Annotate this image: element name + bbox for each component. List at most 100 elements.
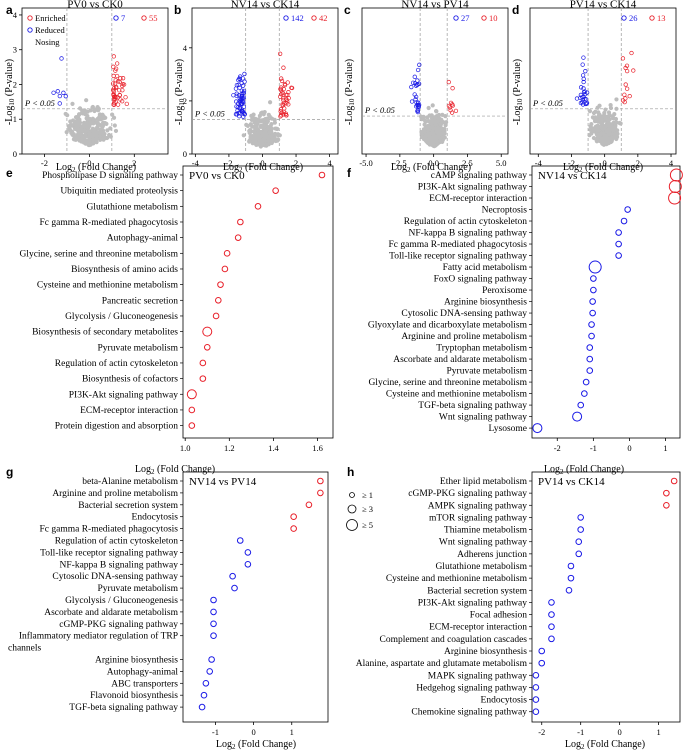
pathway-label: FoxO signaling pathway xyxy=(434,275,528,285)
size-legend-marker-3 xyxy=(347,504,357,514)
pathway-point xyxy=(202,680,210,687)
up-count-marker xyxy=(311,15,317,21)
pathway-label: ABC transporters xyxy=(111,679,178,689)
ns-points xyxy=(63,98,119,148)
pathway-point xyxy=(582,378,590,386)
pathway-point xyxy=(586,367,594,374)
ns-point xyxy=(98,127,103,132)
pathway-label: Hedgehog signaling pathway xyxy=(416,683,527,693)
enriched-point xyxy=(111,54,116,59)
enriched-point xyxy=(624,86,630,91)
pathway-point xyxy=(624,206,631,213)
ns-point xyxy=(434,138,440,143)
ns-point xyxy=(67,127,72,132)
ns-point xyxy=(593,115,598,120)
down-count: 26 xyxy=(629,13,638,23)
ns-point xyxy=(429,113,434,118)
reduced-point xyxy=(412,92,417,97)
x-tick-label: 0.0 xyxy=(428,158,439,168)
y-tick-label: 4 xyxy=(183,43,188,53)
ns-point xyxy=(597,112,602,117)
ns-point xyxy=(77,106,83,111)
pathway-point xyxy=(577,514,584,521)
size-legend-label-1: ≥ 1 xyxy=(362,490,373,500)
pathway-label: Autophagy-animal xyxy=(107,234,179,244)
pathway-point xyxy=(199,375,207,382)
ns-point xyxy=(588,124,593,129)
pathway-point xyxy=(202,326,213,337)
pathway-point xyxy=(663,489,670,497)
reduced-point xyxy=(236,82,241,87)
x-tick-label: -4 xyxy=(192,158,200,168)
reduced-point xyxy=(413,83,419,88)
pathway-label: Focal adhesion xyxy=(470,611,528,621)
enriched-point xyxy=(110,81,116,86)
pathway-label: Arginine biosynthesis xyxy=(95,656,178,666)
down-count-marker xyxy=(621,15,627,21)
ns-point xyxy=(614,136,619,142)
p-threshold-label: P < 0.05 xyxy=(194,108,225,118)
enriched-point xyxy=(453,108,459,114)
pathway-label: Inflammatory mediator regulation of TRP xyxy=(19,631,178,642)
ns-point xyxy=(251,129,256,134)
pathway-point xyxy=(188,422,196,429)
enriched-point xyxy=(120,88,125,93)
reduced-point xyxy=(578,100,584,106)
pathway-label: Cysteine and methionine metabolism xyxy=(386,390,528,400)
up-count: 13 xyxy=(657,13,666,23)
enriched-point xyxy=(120,81,125,87)
enriched-point xyxy=(123,95,128,100)
pathway-label: Thiamine metabolism xyxy=(444,526,528,536)
ns-point xyxy=(251,112,256,117)
pathway-label: Tryptophan metabolism xyxy=(436,344,527,354)
ns-point xyxy=(587,109,593,114)
ns-point xyxy=(432,126,438,131)
enriched-point xyxy=(115,102,121,107)
reduced-point xyxy=(578,85,584,90)
pathway-label: Arginine biosynthesis xyxy=(444,647,527,657)
volcano-x-label-b: Log2 (Fold Change) xyxy=(223,162,303,174)
pathway-point xyxy=(538,647,546,655)
volcano-legend: Enriched Reduced Nosing xyxy=(27,13,66,47)
ns-point xyxy=(608,103,613,108)
reduced-point xyxy=(580,102,586,107)
reduced-point xyxy=(582,96,587,102)
reduced-point xyxy=(581,76,586,82)
pathway-label: Necroptosis xyxy=(482,206,528,216)
ns-point xyxy=(105,128,110,133)
ns-point xyxy=(443,114,448,119)
y-tick-label: 1 xyxy=(13,114,17,124)
ns-point xyxy=(96,121,101,127)
enriched-point xyxy=(446,103,452,109)
ns-point xyxy=(596,118,601,123)
x-tick-label: -1 xyxy=(577,727,584,737)
ns-point xyxy=(594,139,600,144)
volcano-plot-c: -5.0 -2.5 0.0 2.5 5.0 NV14 vs PV14 27 10 P < 0.0… xyxy=(359,0,509,168)
ns-point xyxy=(113,128,119,134)
x-tick-label: 0 xyxy=(87,158,91,168)
reduced-point xyxy=(234,82,240,88)
pathway-label: Flavonoid biosynthesis xyxy=(90,691,178,701)
ns-point xyxy=(254,118,260,124)
pathway-point xyxy=(590,275,597,282)
legend-reduced-marker xyxy=(27,27,33,33)
x-tick-label: -2 xyxy=(538,727,545,737)
pathway-label: Complement and coagulation cascades xyxy=(380,635,528,645)
ns-point xyxy=(599,130,605,135)
pathway-point xyxy=(318,171,326,179)
volcano-y-label-d: -Log10 (P-value) xyxy=(512,59,524,125)
pathway-label: Arginine and proline metabolism xyxy=(52,489,178,499)
ns-point xyxy=(430,135,436,140)
pathway-point xyxy=(532,684,540,691)
h-x-label: Log2 (Fold Change) xyxy=(565,739,645,751)
x-tick-label: -1 xyxy=(590,443,597,453)
pathway-plot-e: Phospholipase D signaling pathway Ubiquit… xyxy=(19,165,334,453)
x-tick-label: 2 xyxy=(636,158,640,168)
x-tick-label: 2 xyxy=(132,158,136,168)
pathway-point xyxy=(572,411,583,422)
panel-title: PV14 vs CK14 xyxy=(570,0,637,11)
panel-title: PV0 vs CK0 xyxy=(67,0,123,11)
ns-point xyxy=(591,110,597,116)
pathway-point xyxy=(538,659,546,667)
